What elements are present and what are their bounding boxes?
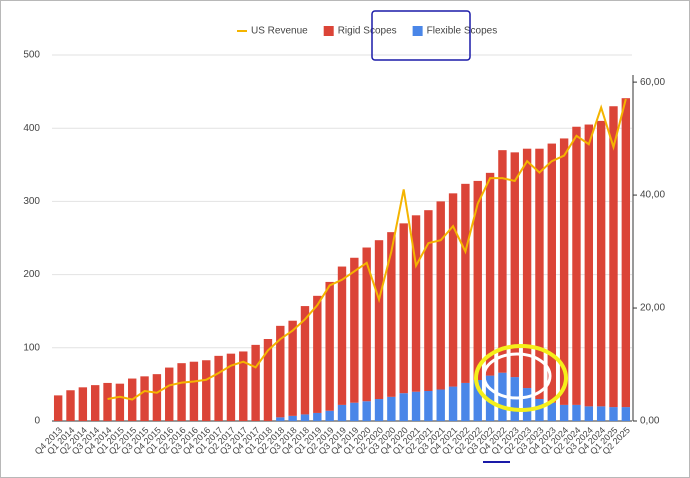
y2-tick-label: 20,00 — [640, 303, 665, 314]
bar — [66, 390, 75, 421]
bar — [584, 406, 594, 421]
bar — [399, 393, 408, 421]
bar — [535, 399, 544, 421]
bar — [485, 375, 495, 421]
bar — [300, 306, 310, 415]
bar — [374, 399, 384, 421]
bar — [276, 417, 285, 421]
bar — [226, 353, 236, 421]
bar — [621, 98, 631, 408]
bar — [448, 386, 458, 421]
bar — [399, 223, 408, 394]
y-tick-label: 100 — [23, 342, 40, 353]
bar — [424, 210, 433, 391]
legend-label: Rigid Scopes — [338, 26, 397, 37]
bar — [177, 363, 186, 421]
y-tick-label: 300 — [23, 196, 40, 207]
bar — [436, 389, 445, 421]
bar — [411, 391, 421, 421]
bar — [559, 138, 569, 405]
bar — [288, 415, 297, 421]
bar — [239, 351, 248, 421]
bar — [411, 215, 421, 392]
bar — [276, 325, 285, 418]
bar — [498, 150, 507, 373]
bar — [214, 355, 223, 421]
bar — [251, 344, 260, 421]
bar — [436, 201, 445, 390]
bar — [350, 257, 359, 403]
bar — [461, 382, 470, 421]
bar — [547, 143, 556, 403]
bar — [140, 376, 149, 421]
y-tick-label: 0 — [34, 416, 40, 427]
bar — [325, 410, 334, 421]
bar — [78, 387, 88, 421]
bar — [165, 367, 174, 421]
bar — [596, 120, 606, 407]
y2-tick-label: 40,00 — [640, 190, 665, 201]
bar — [103, 382, 112, 421]
bar — [609, 106, 618, 408]
bar — [547, 402, 556, 421]
bar — [288, 320, 297, 416]
line-series — [107, 98, 627, 401]
bar — [559, 404, 569, 421]
bar — [424, 390, 433, 421]
bar — [374, 240, 384, 400]
bar — [609, 407, 618, 421]
bar — [522, 148, 532, 389]
bar — [90, 385, 100, 421]
bar — [522, 388, 532, 421]
bar — [498, 372, 507, 421]
bar — [313, 412, 322, 421]
bar — [313, 295, 322, 413]
legend-swatch — [323, 26, 334, 36]
bar — [263, 339, 273, 421]
bar — [510, 377, 519, 421]
bar — [473, 180, 482, 381]
legend-swatch — [412, 26, 423, 36]
legend-label: Flexible Scopes — [427, 26, 498, 37]
bar — [461, 183, 470, 383]
bar — [596, 406, 606, 421]
bar — [189, 361, 199, 421]
bar — [584, 124, 594, 407]
legend: US Revenue Rigid Scopes Flexible Scopes — [237, 26, 497, 37]
bar — [362, 401, 371, 421]
bar — [115, 383, 125, 421]
y-tick-label: 400 — [23, 123, 40, 134]
bar — [337, 266, 347, 405]
bar — [337, 404, 347, 421]
y-tick-label: 500 — [23, 50, 40, 61]
bar — [621, 407, 631, 421]
bar — [152, 374, 162, 421]
y2-tick-label: 60,00 — [640, 77, 665, 88]
y2-tick-label: 0,00 — [640, 416, 660, 427]
bar — [535, 148, 544, 400]
bar — [300, 414, 310, 421]
bar — [362, 247, 371, 402]
legend-label: US Revenue — [251, 26, 308, 37]
bar — [473, 380, 482, 421]
bar — [448, 193, 458, 387]
bar — [325, 281, 334, 411]
bar — [572, 404, 581, 421]
bar — [572, 126, 581, 405]
bar — [387, 396, 396, 421]
bar — [350, 402, 359, 421]
y-tick-label: 200 — [23, 269, 40, 280]
bar — [510, 152, 519, 378]
bar — [387, 232, 396, 397]
bar — [202, 360, 211, 421]
bar — [53, 395, 63, 421]
bar — [485, 172, 495, 376]
